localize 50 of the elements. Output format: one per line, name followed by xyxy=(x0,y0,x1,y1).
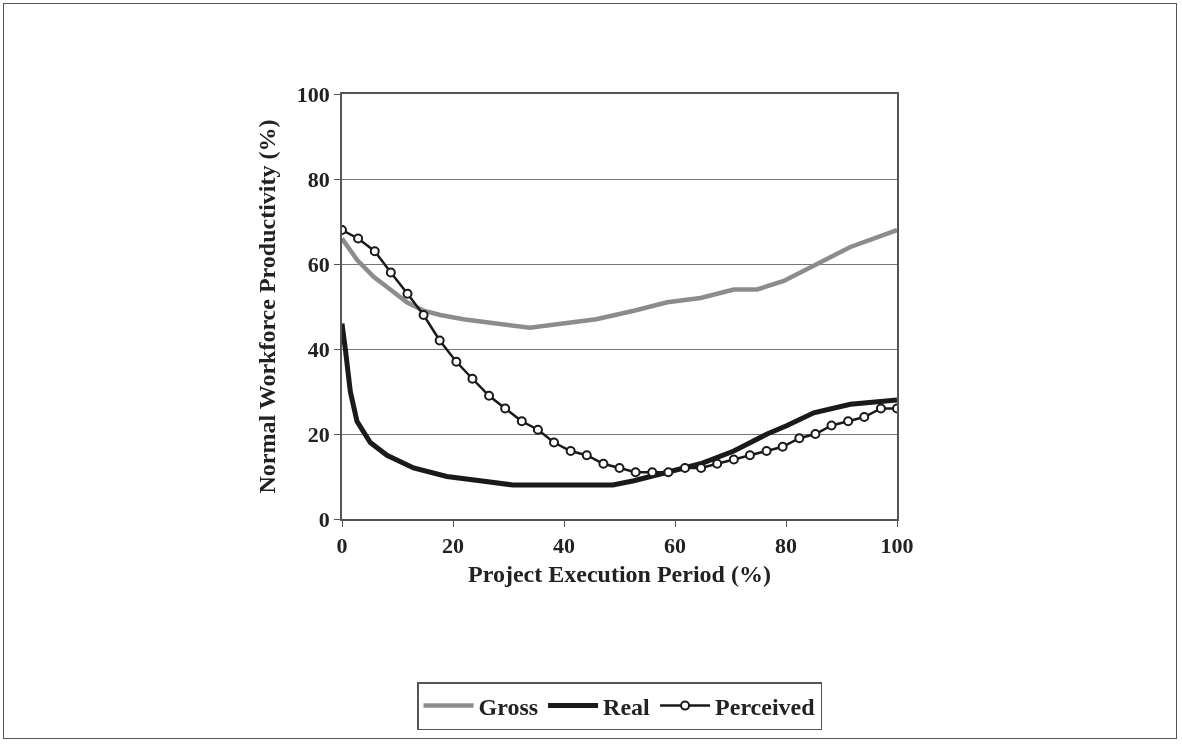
point xyxy=(434,335,445,346)
point xyxy=(859,412,870,422)
point xyxy=(565,446,576,456)
y-tick-label: 0 xyxy=(318,506,330,532)
x-tick-label: 40 xyxy=(553,533,575,559)
point xyxy=(794,433,805,444)
point xyxy=(500,403,511,414)
point xyxy=(598,458,609,469)
y-tick-label: 80 xyxy=(307,166,330,192)
y-tick-label: 60 xyxy=(307,251,330,277)
point xyxy=(728,454,739,465)
point xyxy=(614,463,625,473)
point xyxy=(744,450,755,461)
point xyxy=(712,458,723,469)
point xyxy=(875,403,886,414)
point xyxy=(402,288,413,299)
y-tick-label: 20 xyxy=(307,421,330,447)
point xyxy=(369,246,380,257)
y-tick-label: 40 xyxy=(307,336,330,362)
legend-label: Real xyxy=(603,693,651,720)
point xyxy=(385,267,396,278)
point xyxy=(532,424,543,435)
point xyxy=(516,416,527,427)
point xyxy=(418,310,429,320)
point xyxy=(696,463,707,473)
point xyxy=(761,446,772,456)
x-tick-label: 0 xyxy=(336,533,348,559)
point xyxy=(826,420,837,431)
point xyxy=(843,416,854,427)
x-tick-label: 20 xyxy=(442,533,464,559)
point xyxy=(549,437,560,448)
x-tick-label: 100 xyxy=(880,533,914,559)
point xyxy=(467,373,478,384)
point xyxy=(581,450,592,461)
point xyxy=(630,467,641,478)
x-tick-label: 80 xyxy=(775,533,797,559)
line-series xyxy=(342,227,897,330)
legend-label: Perceived xyxy=(715,693,816,720)
point xyxy=(777,441,788,452)
point xyxy=(451,356,462,367)
point xyxy=(810,429,821,439)
x-axis-title: Project Execution Period (%) xyxy=(468,560,771,587)
y-tick-label: 100 xyxy=(296,81,330,107)
point xyxy=(353,233,364,244)
point xyxy=(663,467,674,478)
point xyxy=(484,390,495,401)
x-tick-label: 60 xyxy=(664,533,686,559)
legend-label: Gross xyxy=(478,693,539,720)
y-axis-title: Normal Workforce Productivity (%) xyxy=(254,119,281,494)
point xyxy=(679,463,690,473)
